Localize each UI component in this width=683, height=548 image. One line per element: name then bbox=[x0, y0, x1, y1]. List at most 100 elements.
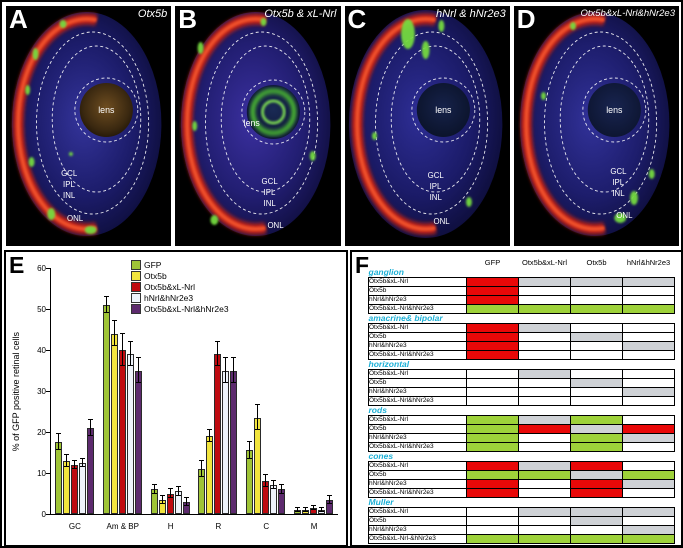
error-bar-cap bbox=[327, 502, 333, 504]
result-cell-gray bbox=[622, 433, 675, 443]
result-cell-red bbox=[466, 277, 519, 287]
result-cell-red bbox=[622, 424, 675, 434]
error-bar-cap bbox=[71, 467, 77, 469]
micrograph-strip: lens GCL IPL INL ONL A Otx5b bbox=[4, 4, 681, 248]
error-bar bbox=[209, 429, 211, 443]
error-bar-cap bbox=[247, 457, 253, 459]
error-bar-cap bbox=[295, 510, 301, 512]
error-bar-cap bbox=[247, 441, 253, 443]
y-tick-label: 10 bbox=[37, 468, 46, 478]
legend-label: GFP bbox=[144, 260, 162, 270]
result-cell-red bbox=[466, 461, 519, 471]
error-bar-cap bbox=[279, 492, 285, 494]
result-cell-gray bbox=[570, 470, 623, 480]
result-cell-white bbox=[518, 525, 571, 535]
error-bar-cap bbox=[175, 486, 181, 488]
y-axis-title: % of GFP positive retinal cells bbox=[10, 331, 21, 452]
condition-label: Otx5b&xL-Nrl bbox=[368, 369, 467, 379]
error-bar bbox=[73, 460, 75, 469]
layer-label-gcl: GCL bbox=[262, 177, 279, 186]
table-row: Otx5b&xL-Nrl&hNr2e3 bbox=[368, 350, 675, 360]
lens-gfp-ring bbox=[250, 88, 297, 136]
photoreceptor-band-bright bbox=[354, 17, 436, 231]
result-cell-white bbox=[570, 323, 623, 333]
error-bar-cap bbox=[151, 484, 157, 486]
result-cell-red bbox=[466, 286, 519, 296]
table-row: hNrl&hNr2e3 bbox=[368, 525, 675, 535]
panel-letter-a: A bbox=[9, 4, 28, 34]
result-cell-green bbox=[518, 470, 571, 480]
panel-letter-d: D bbox=[516, 4, 536, 34]
error-bar bbox=[217, 341, 219, 367]
result-cell-green bbox=[466, 304, 519, 314]
layer-label-inl: INL bbox=[612, 189, 625, 198]
table-row: Otx5b bbox=[368, 378, 675, 388]
cell-type-group-row: Muller bbox=[368, 497, 675, 508]
result-cell-white bbox=[622, 369, 675, 379]
table-column-header: hNrl&hNr2e3 bbox=[626, 258, 671, 267]
error-bar bbox=[57, 434, 59, 451]
result-cell-green bbox=[570, 304, 623, 314]
error-bar bbox=[177, 487, 179, 496]
error-bar bbox=[81, 458, 83, 467]
result-cell-green bbox=[466, 424, 519, 434]
x-category-label: M bbox=[310, 522, 318, 531]
panel-title-c: hNrl & hNr2e3 bbox=[436, 8, 506, 20]
cell-type-group-label: horizontal bbox=[368, 359, 675, 370]
layer-label-inl: INL bbox=[429, 193, 442, 202]
cell-type-group-row: ganglion bbox=[368, 268, 675, 278]
table-row: Otx5b&xL-Nrl bbox=[368, 277, 675, 287]
result-cell-white bbox=[622, 286, 675, 296]
bar bbox=[222, 370, 230, 514]
error-bar-cap bbox=[263, 486, 269, 488]
result-cell-gray bbox=[570, 277, 623, 287]
cell-type-group-label: amacrine& bipolar bbox=[368, 313, 675, 324]
result-cell-white bbox=[518, 442, 571, 452]
error-bar-cap bbox=[159, 494, 165, 496]
error-bar-cap bbox=[223, 357, 229, 359]
result-cell-white bbox=[622, 415, 675, 425]
error-bar-cap bbox=[255, 404, 261, 406]
condition-label: hNrl&hNr2e3 bbox=[368, 433, 467, 443]
result-cell-white bbox=[518, 286, 571, 296]
error-bar-cap bbox=[71, 459, 77, 461]
y-tick-label: 60 bbox=[37, 263, 46, 273]
result-cell-red bbox=[570, 488, 623, 498]
y-tick-mark bbox=[46, 349, 51, 351]
bar bbox=[126, 354, 134, 514]
table-row: Otx5b&xL-Nrl&hNr2e3 bbox=[368, 396, 675, 406]
table-row: hNrl&hNr2e3 bbox=[368, 341, 675, 351]
legend-label: hNrl&hNr2e3 bbox=[144, 293, 194, 303]
result-cell-green bbox=[570, 442, 623, 452]
condition-label: Otx5b bbox=[368, 286, 467, 296]
result-cell-red bbox=[570, 479, 623, 489]
layer-label-inl: INL bbox=[264, 199, 277, 208]
condition-label: hNrl&hNr2e3 bbox=[368, 525, 467, 535]
result-cell-white bbox=[466, 387, 519, 397]
bar bbox=[246, 450, 254, 514]
panel-letter-f: F bbox=[355, 252, 370, 278]
gfp-cells bbox=[25, 20, 97, 234]
micrograph-panel-a: lens GCL IPL INL ONL A Otx5b bbox=[4, 4, 174, 248]
y-tick-mark bbox=[46, 472, 51, 474]
y-tick-mark bbox=[46, 390, 51, 392]
layer-label-onl: ONL bbox=[268, 221, 285, 230]
panel-e-chart: E % of GFP positive retinal cells GFP Otx… bbox=[4, 250, 348, 547]
retina-micrograph-c: lens GCL IPL INL ONL bbox=[344, 6, 510, 246]
cell-type-group-label: rods bbox=[368, 405, 675, 416]
error-bar bbox=[257, 405, 259, 430]
error-bar bbox=[161, 495, 163, 504]
result-cell-green bbox=[570, 433, 623, 443]
condition-label: Otx5b bbox=[368, 516, 467, 526]
gcl-boundary bbox=[410, 77, 475, 143]
error-bar-cap bbox=[55, 433, 61, 435]
result-cell-white bbox=[622, 396, 675, 406]
panel-title-d: Otx5b&xL-Nrl&hNr2e3 bbox=[580, 8, 675, 19]
result-cell-gray bbox=[622, 525, 675, 535]
error-bar-cap bbox=[295, 506, 301, 508]
result-cell-gray bbox=[518, 415, 571, 425]
lens-label: lens bbox=[435, 105, 452, 115]
onl-boundary bbox=[205, 31, 319, 215]
condition-label: Otx5b&xL-Nrl-&hNr2e3 bbox=[368, 534, 467, 544]
bar-group: M bbox=[294, 268, 334, 531]
